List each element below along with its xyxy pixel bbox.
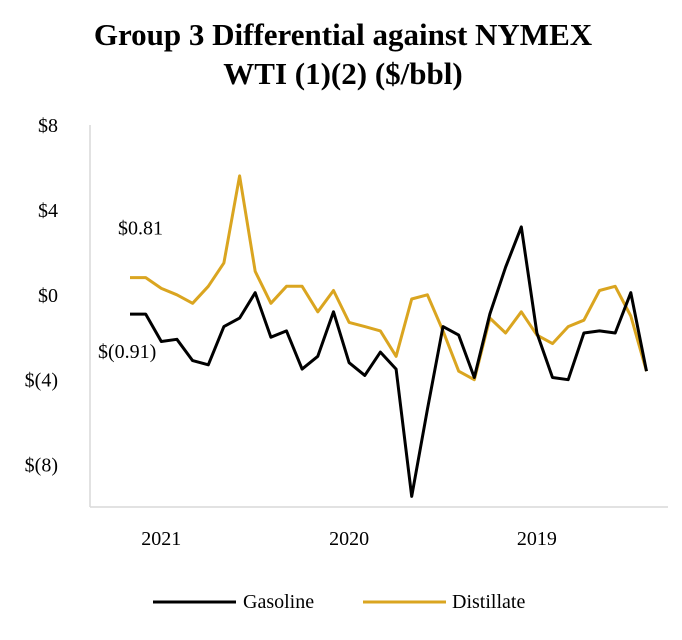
chart-title-line-2: WTI (1)(2) ($/bbl) bbox=[223, 56, 462, 91]
y-tick-labels: $8 $4 $0 $(4) $(8) bbox=[25, 115, 58, 477]
series-lines bbox=[130, 174, 648, 498]
chart-title-line-1: Group 3 Differential against NYMEX bbox=[94, 17, 593, 52]
x-tick-label: 2021 bbox=[141, 528, 181, 550]
y-tick-label: $8 bbox=[38, 115, 58, 137]
x-tick-labels: 2021 2020 2019 bbox=[141, 528, 557, 550]
x-tick-label: 2019 bbox=[517, 528, 557, 550]
annotations: $0.81 $(0.91) bbox=[98, 218, 163, 364]
legend-label-gasoline: Gasoline bbox=[243, 591, 314, 613]
y-tick-label: $4 bbox=[38, 200, 58, 222]
legend: Gasoline Distillate bbox=[153, 591, 525, 613]
x-tick-label: 2020 bbox=[329, 528, 369, 550]
y-tick-label: $0 bbox=[38, 285, 58, 307]
legend-label-distillate: Distillate bbox=[452, 591, 525, 613]
data-label-gasoline: $(0.91) bbox=[98, 341, 156, 363]
y-tick-label: $(4) bbox=[25, 370, 58, 392]
data-label-distillate: $0.81 bbox=[118, 218, 163, 240]
y-tick-label: $(8) bbox=[25, 455, 58, 477]
series-line-distillate bbox=[130, 174, 648, 382]
series-line-gasoline bbox=[130, 225, 648, 498]
